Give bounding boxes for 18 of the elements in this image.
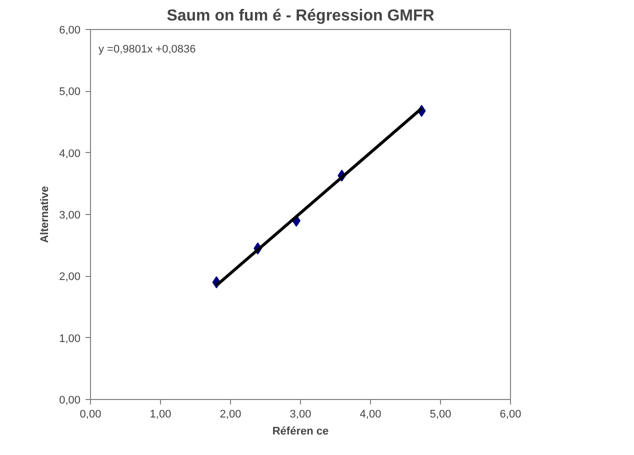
x-tick-label: 6,00 xyxy=(500,408,522,420)
y-tick-label: 1,00 xyxy=(59,332,81,345)
x-axis-title: Référen ce xyxy=(272,426,329,438)
y-tick-label: 2,00 xyxy=(59,271,81,284)
y-tick-label: 3,00 xyxy=(59,210,81,222)
x-tick-label: 3,00 xyxy=(290,408,312,420)
x-tick-label: 4,00 xyxy=(360,408,382,420)
x-tick-label: 1,00 xyxy=(150,408,172,420)
x-tick-label: 5,00 xyxy=(430,408,452,420)
chart-title: Saum on fum é - Régression GMFR xyxy=(166,8,435,24)
y-tick-label: 6,00 xyxy=(59,24,81,36)
y-tick-label: 4,00 xyxy=(59,148,81,160)
x-tick-label: 0,00 xyxy=(80,408,102,420)
y-tick-label: 0,00 xyxy=(59,394,81,406)
y-tick-label: 5,00 xyxy=(59,86,81,98)
annotation: y =0,9801x +0,0836 xyxy=(98,44,196,56)
y-axis-title: Alternative xyxy=(39,186,52,243)
x-tick-label: 2,00 xyxy=(220,408,242,420)
